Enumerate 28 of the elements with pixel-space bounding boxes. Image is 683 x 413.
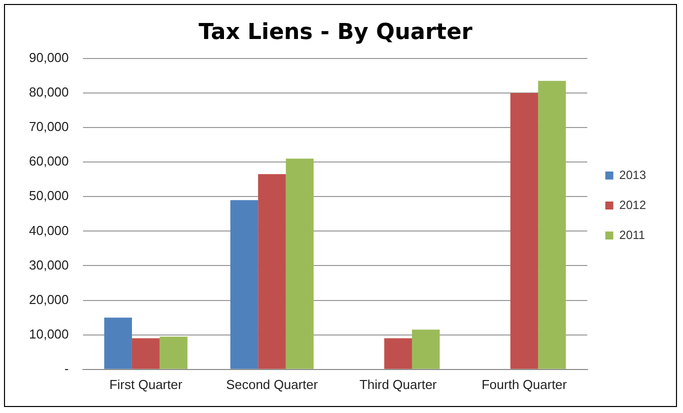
x-tick-label: First Quarter [109, 376, 183, 392]
bar [538, 80, 566, 369]
bar [258, 174, 286, 369]
y-tick-label: 80,000 [28, 84, 69, 100]
bar [160, 336, 188, 369]
bar [384, 338, 412, 369]
bar [510, 92, 538, 369]
y-tick-label: 40,000 [28, 222, 69, 238]
y-tick-label: 20,000 [28, 292, 69, 307]
y-tick-label: - [64, 360, 69, 376]
legend-label: 2013 [619, 168, 646, 182]
bar [412, 330, 440, 369]
bar [104, 318, 132, 369]
legend-label: 2012 [619, 198, 646, 212]
x-tick-label: Fourth Quarter [482, 376, 568, 392]
y-tick-label: 50,000 [28, 188, 69, 204]
y-tick-label: 10,000 [28, 326, 69, 342]
bar [286, 158, 314, 369]
x-tick-label: Third Quarter [359, 376, 438, 392]
y-tick-label: 90,000 [28, 50, 69, 65]
y-tick-label: 70,000 [28, 119, 69, 134]
y-tick-label: 30,000 [28, 257, 69, 272]
x-tick-label: Second Quarter [226, 376, 319, 392]
y-tick-label: 60,000 [28, 154, 69, 169]
bar [132, 338, 160, 369]
legend-label: 2011 [619, 228, 646, 242]
chart-title: Tax Liens - By Quarter [198, 20, 472, 45]
bar [230, 200, 258, 369]
